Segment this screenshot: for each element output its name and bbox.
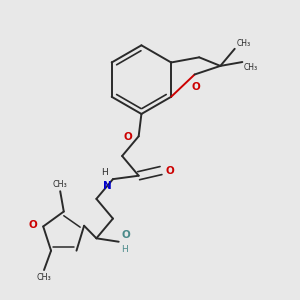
Text: O: O — [28, 220, 37, 230]
Text: O: O — [122, 230, 130, 240]
Text: O: O — [123, 132, 132, 142]
Text: H: H — [122, 245, 128, 254]
Text: O: O — [192, 82, 201, 92]
Text: H: H — [101, 168, 108, 177]
Text: O: O — [165, 166, 174, 176]
Text: CH₃: CH₃ — [236, 39, 250, 48]
Text: CH₃: CH₃ — [244, 63, 258, 72]
Text: CH₃: CH₃ — [53, 179, 68, 188]
Text: N: N — [103, 181, 112, 191]
Text: CH₃: CH₃ — [37, 273, 51, 282]
